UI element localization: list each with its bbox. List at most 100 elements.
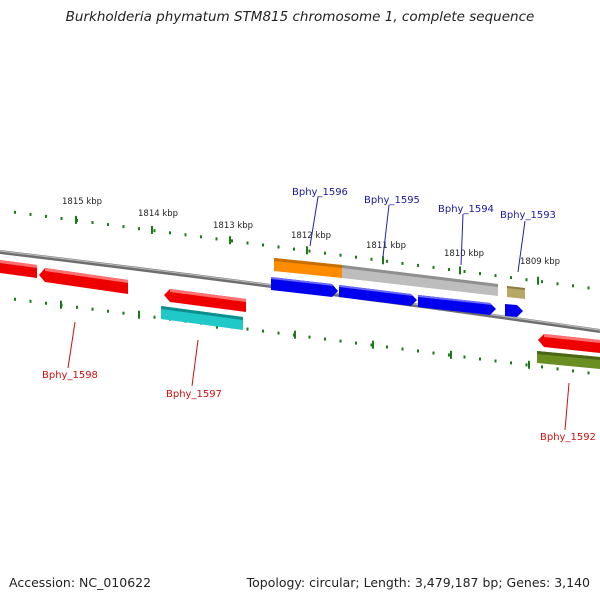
- minor-tick: [76, 305, 78, 309]
- minor-tick: [370, 343, 373, 347]
- gene-label[interactable]: Bphy_1597: [166, 389, 222, 400]
- minor-tick: [401, 347, 404, 351]
- kbp-label: 1815 kbp: [62, 197, 102, 207]
- minor-tick: [324, 337, 326, 341]
- minor-tick: [122, 225, 125, 229]
- gene-label[interactable]: Bphy_1595: [364, 195, 420, 206]
- minor-tick: [45, 214, 47, 218]
- cds-arrow-bphy-1594[interactable]: [418, 295, 496, 315]
- gene-label[interactable]: Bphy_1594: [438, 204, 494, 215]
- minor-tick: [91, 221, 94, 224]
- major-tick: [60, 300, 62, 309]
- minor-tick: [246, 241, 249, 245]
- minor-tick: [339, 339, 342, 343]
- minor-tick: [246, 327, 249, 331]
- minor-tick: [572, 284, 574, 288]
- lower-tick-ruler: [14, 297, 590, 375]
- minor-tick: [324, 251, 326, 255]
- minor-tick: [45, 301, 47, 305]
- cds-bphy-1597[interactable]: [161, 306, 243, 330]
- kbp-label: 1814 kbp: [138, 209, 178, 219]
- minor-tick: [169, 231, 171, 235]
- topology-label: Topology: circular; Length: 3,479,187 bp…: [246, 575, 590, 590]
- accession-label: Accession: NC_010622: [9, 575, 152, 590]
- minor-tick: [200, 235, 202, 239]
- major-tick: [306, 246, 308, 255]
- cds-arrow-bphy-1595[interactable]: [339, 285, 417, 306]
- minor-tick: [107, 223, 109, 227]
- major-tick: [372, 340, 374, 349]
- minor-tick: [153, 315, 156, 319]
- minor-tick: [448, 268, 450, 271]
- minor-tick: [494, 359, 497, 363]
- minor-tick: [587, 286, 590, 290]
- minor-tick: [587, 371, 590, 375]
- minor-tick: [541, 280, 543, 284]
- kbp-label: 1809 kbp: [520, 257, 560, 267]
- minor-tick: [572, 369, 574, 373]
- minor-tick: [262, 243, 264, 247]
- minor-tick: [153, 229, 156, 233]
- gene-label[interactable]: Bphy_1596: [292, 187, 348, 198]
- page-title: Burkholderia phymatum STM815 chromosome …: [65, 9, 535, 25]
- minor-tick: [14, 210, 16, 214]
- kbp-label: 1813 kbp: [213, 221, 253, 231]
- minor-tick: [510, 276, 512, 280]
- minor-tick: [448, 353, 450, 357]
- minor-tick: [262, 329, 264, 333]
- minor-tick: [556, 282, 559, 286]
- minor-tick: [184, 233, 187, 237]
- cds-arrow-bphy-1598[interactable]: [39, 268, 128, 294]
- minor-tick: [494, 274, 497, 278]
- forward-gene-labels: Bphy_1596 Bphy_1595 Bphy_1594 Bphy_1593: [292, 187, 556, 273]
- cds-arrow-bphy-1593[interactable]: [505, 304, 523, 317]
- minor-tick: [386, 345, 388, 349]
- minor-tick: [29, 299, 32, 303]
- major-tick: [528, 360, 530, 369]
- minor-tick: [432, 351, 435, 355]
- minor-tick: [293, 247, 295, 251]
- minor-tick: [308, 335, 311, 339]
- minor-tick: [355, 341, 357, 345]
- minor-tick: [60, 217, 63, 220]
- minor-tick: [463, 355, 466, 359]
- minor-tick: [231, 239, 233, 243]
- minor-tick: [510, 361, 512, 365]
- minor-tick: [355, 255, 357, 259]
- minor-tick: [122, 311, 125, 315]
- minor-tick: [339, 253, 342, 257]
- gene-label[interactable]: Bphy_1592: [540, 432, 596, 443]
- minor-tick: [525, 363, 528, 367]
- minor-tick: [277, 331, 280, 335]
- reverse-gene-labels: Bphy_1598 Bphy_1597 Bphy_1592: [42, 321, 596, 443]
- minor-tick: [138, 227, 140, 231]
- reverse-strand-genes: [0, 260, 600, 369]
- minor-tick: [29, 212, 32, 216]
- major-tick: [537, 276, 539, 285]
- minor-tick: [107, 309, 109, 313]
- minor-tick: [401, 261, 404, 265]
- major-tick: [294, 330, 296, 339]
- minor-tick: [277, 245, 280, 249]
- minor-tick: [386, 259, 388, 263]
- major-tick: [382, 256, 384, 265]
- gene-label[interactable]: Bphy_1593: [500, 210, 556, 221]
- gene-feature-orange[interactable]: [274, 258, 342, 278]
- minor-tick: [417, 263, 419, 267]
- major-tick: [151, 225, 153, 234]
- major-tick: [75, 215, 77, 224]
- major-tick: [450, 350, 452, 359]
- minor-tick: [463, 270, 466, 273]
- major-tick: [459, 266, 461, 275]
- minor-tick: [215, 237, 218, 241]
- minor-tick: [91, 307, 94, 311]
- minor-tick: [14, 297, 16, 301]
- gene-label[interactable]: Bphy_1598: [42, 370, 98, 381]
- cds-arrow-red-mid[interactable]: [164, 289, 246, 312]
- cds-arrow-bphy-1596[interactable]: [271, 277, 338, 297]
- minor-tick: [308, 249, 311, 253]
- minor-tick: [370, 257, 373, 261]
- kbp-label: 1811 kbp: [366, 241, 406, 251]
- major-tick: [229, 236, 231, 245]
